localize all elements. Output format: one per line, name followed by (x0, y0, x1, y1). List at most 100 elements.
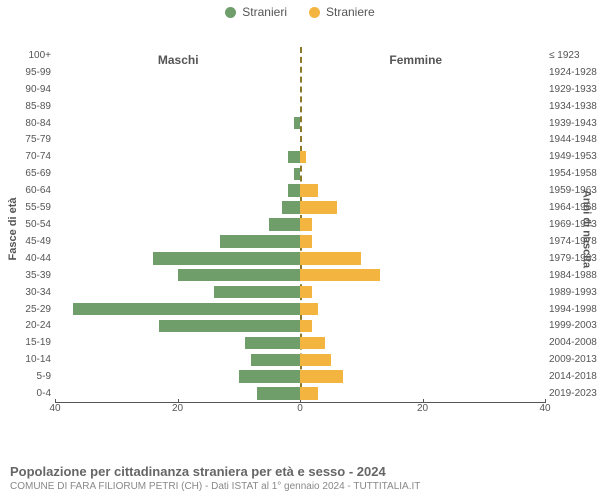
female-bar (300, 269, 380, 282)
female-half (300, 368, 545, 385)
birth-year-tick: 1924-1928 (545, 67, 597, 78)
female-half (300, 301, 545, 318)
pyramid-row: 80-841939-1943 (55, 115, 545, 132)
age-tick: 95-99 (25, 67, 55, 78)
male-half (55, 148, 300, 165)
male-bar (239, 370, 300, 383)
age-tick: 80-84 (25, 118, 55, 129)
female-half (300, 385, 545, 402)
male-half (55, 132, 300, 149)
male-bar (269, 218, 300, 231)
chart-title: Popolazione per cittadinanza straniera p… (10, 464, 420, 479)
age-tick: 50-54 (25, 219, 55, 230)
birth-year-tick: 1954-1958 (545, 168, 597, 179)
age-tick: 20-24 (25, 320, 55, 331)
male-half (55, 267, 300, 284)
x-axis-ticks: 402002040 (55, 403, 545, 417)
male-bar (288, 151, 300, 164)
male-bar (159, 320, 300, 333)
age-tick: 40-44 (25, 253, 55, 264)
chart-rows: 100+≤ 192395-991924-192890-941929-193385… (55, 47, 545, 402)
pyramid-row: 95-991924-1928 (55, 64, 545, 81)
male-half (55, 115, 300, 132)
birth-year-tick: 2009-2013 (545, 354, 597, 365)
pyramid-row: 0-42019-2023 (55, 385, 545, 402)
age-tick: 0-4 (37, 388, 55, 399)
female-half (300, 318, 545, 335)
y-axis-label-left: Fasce di età (7, 198, 19, 261)
x-tick-label: 20 (417, 403, 428, 414)
legend-label-female: Straniere (326, 5, 375, 19)
birth-year-tick: 1939-1943 (545, 118, 597, 129)
female-half (300, 216, 545, 233)
x-tick-label: 40 (49, 403, 60, 414)
male-bar (178, 269, 301, 282)
male-bar (288, 184, 300, 197)
male-bar (251, 354, 300, 367)
pyramid-row: 60-641959-1963 (55, 182, 545, 199)
age-tick: 65-69 (25, 168, 55, 179)
male-half (55, 334, 300, 351)
birth-year-tick: 1984-1988 (545, 270, 597, 281)
birth-year-tick: 1944-1948 (545, 134, 597, 145)
pyramid-row: 50-541969-1973 (55, 216, 545, 233)
male-half (55, 318, 300, 335)
birth-year-tick: 1934-1938 (545, 101, 597, 112)
male-half (55, 216, 300, 233)
x-tick-label: 20 (172, 403, 183, 414)
legend-swatch-male (225, 7, 236, 18)
age-tick: 70-74 (25, 151, 55, 162)
female-bar (300, 201, 337, 214)
male-half (55, 368, 300, 385)
age-tick: 30-34 (25, 287, 55, 298)
birth-year-tick: 1989-1993 (545, 287, 597, 298)
female-half (300, 182, 545, 199)
female-half (300, 233, 545, 250)
pyramid-row: 75-791944-1948 (55, 132, 545, 149)
pyramid-row: 10-142009-2013 (55, 351, 545, 368)
pyramid-row: 70-741949-1953 (55, 148, 545, 165)
female-bar (300, 337, 325, 350)
pyramid-row: 55-591964-1968 (55, 199, 545, 216)
age-tick: 60-64 (25, 185, 55, 196)
chart-subtitle: COMUNE DI FARA FILIORUM PETRI (CH) - Dat… (10, 481, 420, 492)
pyramid-row: 100+≤ 1923 (55, 47, 545, 64)
pyramid-row: 90-941929-1933 (55, 81, 545, 98)
female-half (300, 81, 545, 98)
legend-label-male: Stranieri (242, 5, 287, 19)
female-bar (300, 354, 331, 367)
birth-year-tick: 1964-1968 (545, 202, 597, 213)
female-half (300, 47, 545, 64)
legend-swatch-female (309, 7, 320, 18)
pyramid-row: 35-391984-1988 (55, 267, 545, 284)
age-tick: 100+ (28, 50, 55, 61)
male-half (55, 199, 300, 216)
female-bar (300, 320, 312, 333)
female-bar (300, 286, 312, 299)
male-half (55, 301, 300, 318)
female-half (300, 351, 545, 368)
chart-area: Fasce di età Anni di nascita Maschi Femm… (0, 19, 600, 439)
male-half (55, 233, 300, 250)
legend-item-male: Stranieri (225, 5, 287, 19)
female-bar (300, 235, 312, 248)
male-bar (257, 387, 300, 400)
male-bar (282, 201, 300, 214)
chart-footer: Popolazione per cittadinanza straniera p… (10, 464, 420, 492)
birth-year-tick: 1999-2003 (545, 320, 597, 331)
female-bar (300, 184, 318, 197)
age-tick: 10-14 (25, 354, 55, 365)
birth-year-tick: ≤ 1923 (545, 50, 580, 61)
pyramid-row: 85-891934-1938 (55, 98, 545, 115)
female-bar (300, 218, 312, 231)
female-bar (300, 370, 343, 383)
pyramid-row: 5-92014-2018 (55, 368, 545, 385)
age-tick: 5-9 (37, 371, 55, 382)
female-half (300, 165, 545, 182)
age-tick: 75-79 (25, 134, 55, 145)
age-tick: 90-94 (25, 84, 55, 95)
age-tick: 35-39 (25, 270, 55, 281)
male-half (55, 250, 300, 267)
pyramid-row: 65-691954-1958 (55, 165, 545, 182)
female-half (300, 284, 545, 301)
